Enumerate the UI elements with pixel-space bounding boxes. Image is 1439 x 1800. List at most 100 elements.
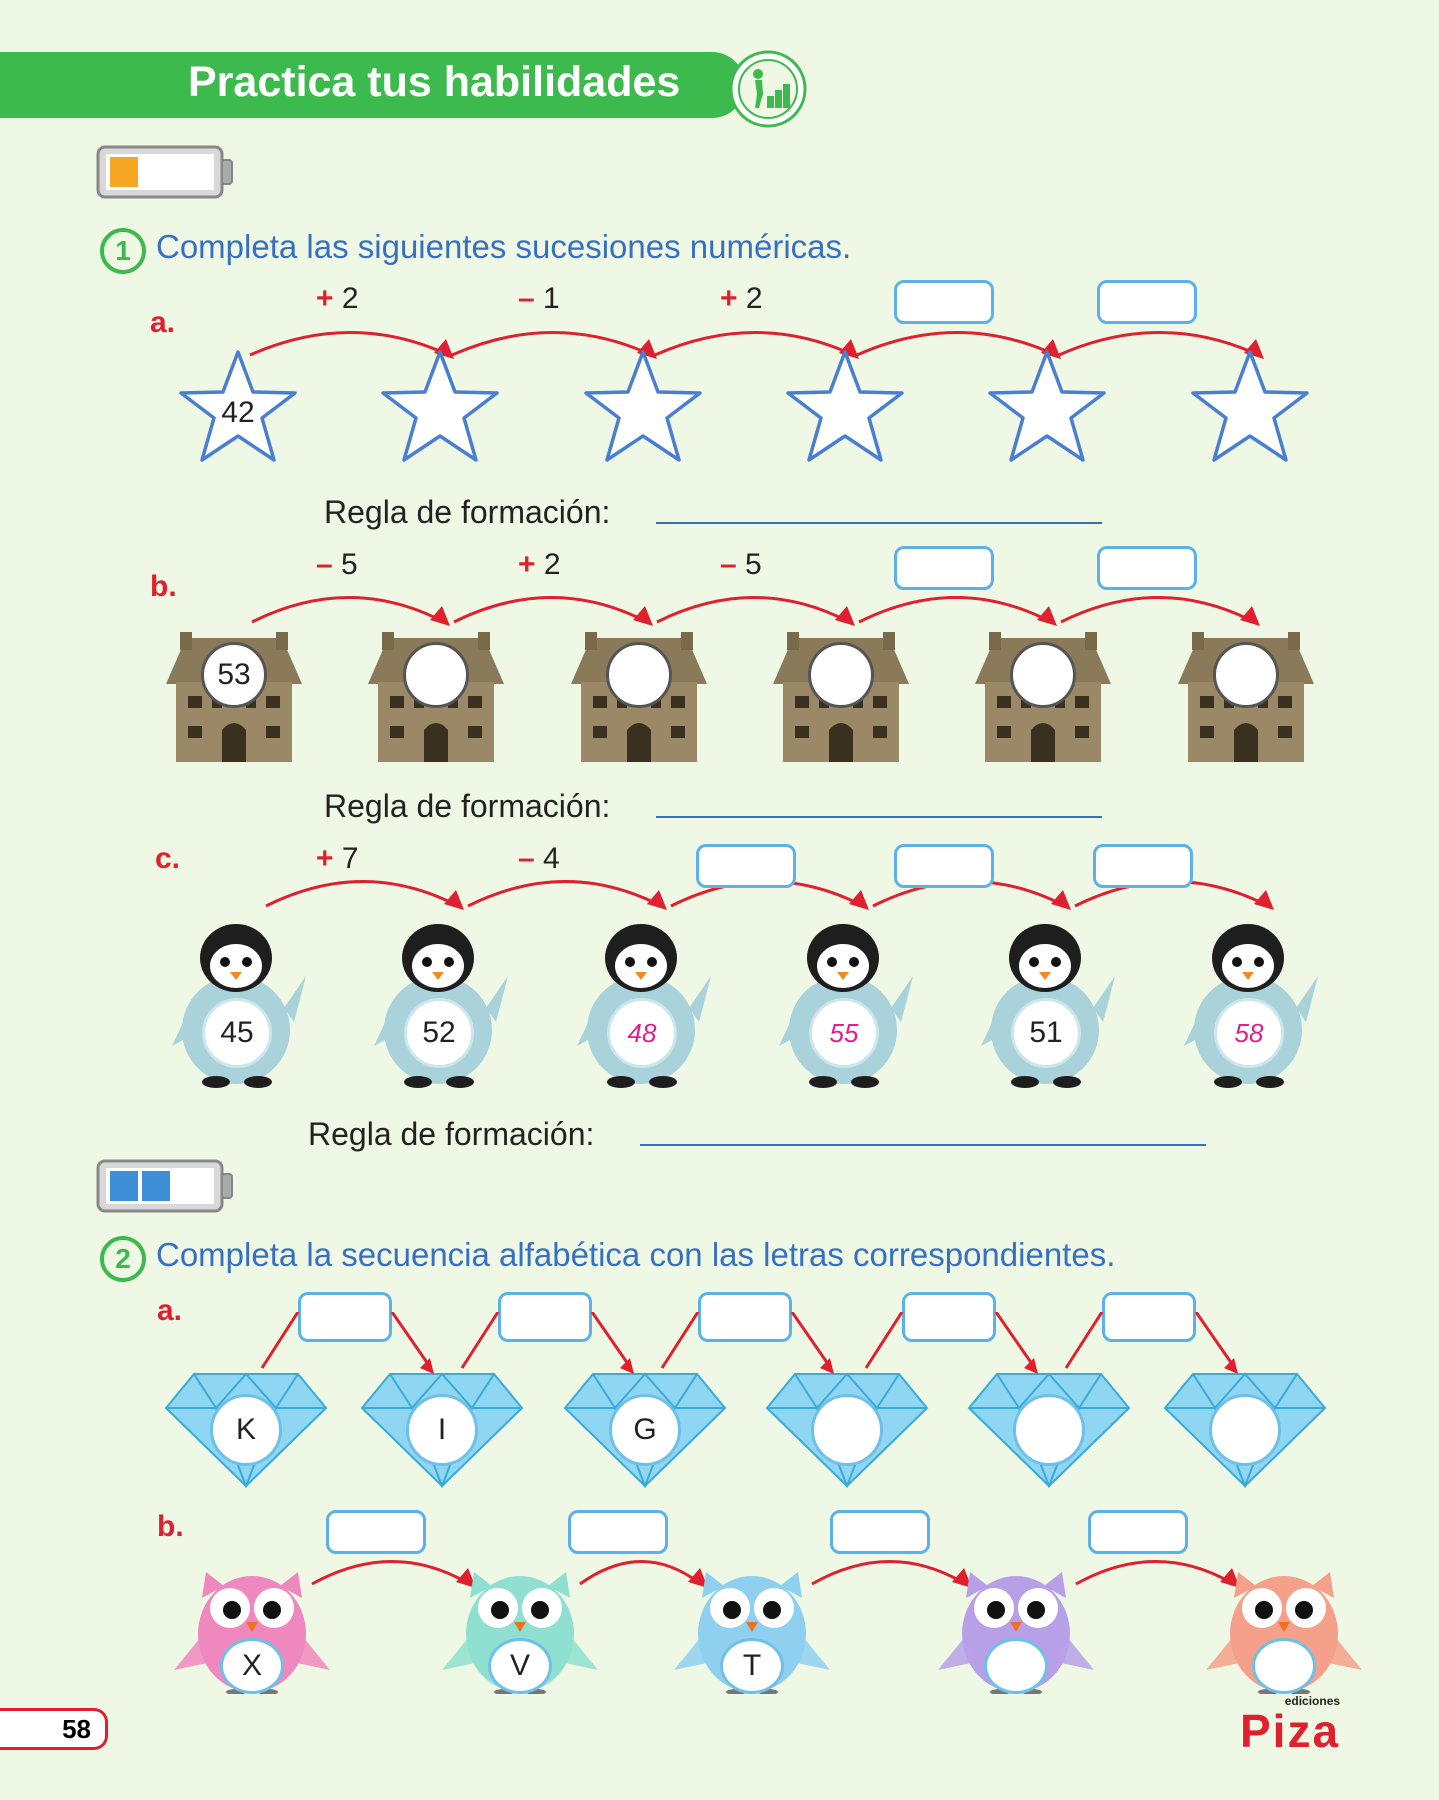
house-image bbox=[975, 628, 1111, 762]
sequence-letter[interactable] bbox=[1013, 1394, 1085, 1466]
sequence-value: 55 bbox=[809, 998, 879, 1068]
sequence-value[interactable] bbox=[808, 642, 874, 708]
row-label: a. bbox=[150, 306, 176, 339]
sequence-value: 45 bbox=[202, 998, 272, 1068]
operation-answer-box[interactable] bbox=[830, 1510, 930, 1554]
operation-answer-box[interactable] bbox=[698, 1292, 792, 1342]
house-image bbox=[1178, 628, 1314, 762]
rule-answer-line[interactable] bbox=[656, 816, 1102, 818]
question-number: 2 bbox=[100, 1236, 146, 1282]
diamond-shape: I bbox=[360, 1372, 524, 1488]
operation-label: + 2 bbox=[518, 548, 561, 582]
operation-label: + 2 bbox=[316, 282, 359, 316]
row-label: c. bbox=[155, 842, 181, 875]
operation-label: – 1 bbox=[518, 282, 560, 316]
rule-label: Regla de formación: bbox=[324, 494, 611, 530]
operation-answer-box[interactable] bbox=[1097, 280, 1197, 324]
sequence-value[interactable] bbox=[1213, 642, 1279, 708]
sequence-value: 42 bbox=[221, 396, 255, 429]
star-shape bbox=[985, 346, 1109, 468]
operation-number: 2 bbox=[341, 282, 359, 315]
connector-arrow-icon bbox=[862, 1311, 1042, 1402]
operation-sign: – bbox=[518, 842, 535, 875]
house-image bbox=[571, 628, 707, 762]
operation-answer-box[interactable] bbox=[894, 844, 994, 888]
operation-answer-box[interactable] bbox=[326, 1510, 426, 1554]
operation-answer-box[interactable] bbox=[1102, 1292, 1196, 1342]
operation-number: 2 bbox=[543, 548, 561, 581]
owl-image bbox=[936, 1558, 1096, 1694]
sequence-arrow-icon bbox=[570, 1552, 712, 1596]
operation-answer-box[interactable] bbox=[498, 1292, 592, 1342]
operation-number: 5 bbox=[341, 548, 358, 581]
operation-answer-box[interactable] bbox=[902, 1292, 996, 1342]
operation-answer-box[interactable] bbox=[696, 844, 796, 888]
question-number: 1 bbox=[100, 228, 146, 274]
rule-label: Regla de formación: bbox=[308, 1116, 595, 1152]
connector-arrow-icon bbox=[658, 1311, 838, 1402]
sequence-letter: T bbox=[720, 1638, 784, 1694]
penguin-image: 52 bbox=[372, 918, 512, 1088]
sequence-letter[interactable] bbox=[984, 1638, 1048, 1694]
star-shape bbox=[581, 346, 705, 468]
rule-answer-line[interactable] bbox=[640, 1144, 1206, 1146]
operation-answer-box[interactable] bbox=[568, 1510, 668, 1554]
operation-number: 7 bbox=[341, 842, 359, 875]
star-shape bbox=[1188, 346, 1312, 468]
climbing-stairs-icon bbox=[729, 50, 807, 128]
sequence-letter: V bbox=[488, 1638, 552, 1694]
publisher-logo-name: Piza bbox=[1240, 1705, 1341, 1757]
penguin-image: 58 bbox=[1182, 918, 1322, 1088]
sequence-letter[interactable] bbox=[1209, 1394, 1281, 1466]
operation-number: 4 bbox=[543, 842, 560, 875]
operation-number: 1 bbox=[543, 282, 560, 315]
owl-image: X bbox=[172, 1558, 332, 1694]
sequence-arrow-icon bbox=[802, 1552, 976, 1596]
row-label: b. bbox=[157, 1510, 184, 1543]
header-banner bbox=[0, 52, 745, 118]
rule-label: Regla de formación: bbox=[324, 788, 611, 824]
operation-answer-box[interactable] bbox=[298, 1292, 392, 1342]
sequence-value[interactable] bbox=[403, 642, 469, 708]
sequence-arrow-icon bbox=[256, 872, 468, 918]
penguin-image: 55 bbox=[777, 918, 917, 1088]
sequence-arrow-icon bbox=[1066, 1552, 1244, 1596]
sequence-letter[interactable] bbox=[811, 1394, 883, 1466]
sequence-arrow-icon bbox=[458, 872, 671, 918]
operation-answer-box[interactable] bbox=[1088, 1510, 1188, 1554]
sequence-value: 58 bbox=[1214, 998, 1284, 1068]
star-shape bbox=[378, 346, 502, 468]
sequence-value: 52 bbox=[404, 998, 474, 1068]
house-image: 53 bbox=[166, 628, 302, 762]
sequence-value[interactable] bbox=[606, 642, 672, 708]
operation-answer-box[interactable] bbox=[1093, 844, 1193, 888]
sequence-arrow-icon bbox=[302, 1552, 480, 1596]
operation-answer-box[interactable] bbox=[894, 280, 994, 324]
operation-answer-box[interactable] bbox=[894, 546, 994, 590]
operation-number: 2 bbox=[745, 282, 763, 315]
star-shape bbox=[783, 346, 907, 468]
operation-answer-box[interactable] bbox=[1097, 546, 1197, 590]
sequence-arrow-icon bbox=[1051, 588, 1264, 634]
sequence-arrow-icon bbox=[444, 588, 657, 634]
publisher-logo: ediciones Piza bbox=[1240, 1694, 1341, 1758]
rule-answer-line[interactable] bbox=[656, 522, 1102, 524]
sequence-value: 48 bbox=[607, 998, 677, 1068]
connector-arrow-icon bbox=[1062, 1311, 1242, 1402]
operation-sign: – bbox=[720, 548, 737, 581]
sequence-letter: I bbox=[406, 1394, 478, 1466]
house-image bbox=[368, 628, 504, 762]
sequence-value[interactable] bbox=[1010, 642, 1076, 708]
sequence-value: 51 bbox=[1011, 998, 1081, 1068]
sequence-letter[interactable] bbox=[1252, 1638, 1316, 1694]
sequence-letter: X bbox=[220, 1638, 284, 1694]
penguin-image: 45 bbox=[170, 918, 310, 1088]
sequence-value: 53 bbox=[201, 642, 267, 708]
operation-number: 5 bbox=[745, 548, 762, 581]
operation-sign: + bbox=[720, 282, 738, 315]
publisher-logo-subtitle: ediciones bbox=[1284, 1694, 1341, 1708]
question-instruction: Completa la secuencia alfabética con las… bbox=[156, 1236, 1116, 1273]
sequence-arrow-icon bbox=[242, 588, 454, 634]
connector-arrow-icon bbox=[258, 1311, 438, 1402]
operation-sign: + bbox=[518, 548, 536, 581]
